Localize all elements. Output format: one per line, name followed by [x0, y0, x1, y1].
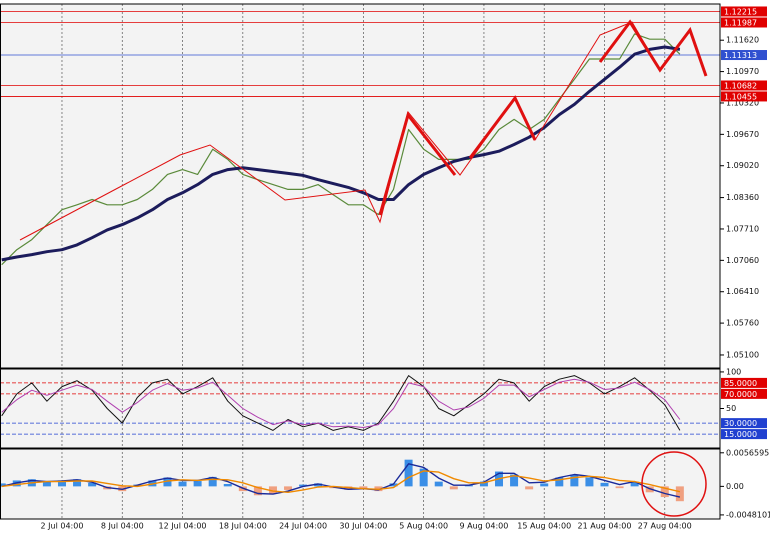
series-line [1, 463, 681, 498]
x-tick-label: 9 Aug 04:00 [460, 522, 509, 531]
histogram-bar [630, 481, 639, 487]
arrow-path [598, 19, 708, 77]
pane-frame [0, 448, 721, 520]
y-tick-label: 1.07710 [726, 224, 759, 233]
x-tick-label: 8 Jul 04:00 [101, 522, 144, 531]
level-label-box [721, 6, 767, 17]
histogram-bar [479, 481, 488, 487]
x-tick-label: 18 Jul 04:00 [219, 522, 267, 531]
histogram-bar [419, 468, 428, 487]
histogram-bar [0, 483, 6, 487]
histogram-bar [555, 477, 564, 487]
histogram-bar [600, 482, 609, 487]
level-label-box [721, 418, 767, 429]
series-line [1, 375, 681, 431]
level-label: 85.0000 [724, 379, 757, 388]
highlight-circle [641, 451, 707, 517]
x-tick-label: 12 Jul 04:00 [159, 522, 207, 531]
level-label-box [721, 80, 767, 91]
y-tick-label: 1.07060 [726, 256, 759, 265]
histogram-bar [73, 479, 82, 487]
histogram-bar [253, 486, 262, 496]
histogram-bar [404, 459, 413, 487]
histogram-bar [615, 486, 624, 489]
level-label: 70.0000 [724, 390, 757, 399]
price-pane [0, 4, 720, 368]
x-tick-label: 2 Jul 04:00 [41, 522, 84, 531]
y-tick-label: 1.10970 [726, 67, 759, 76]
histogram-bar [570, 474, 579, 487]
histogram-bar [675, 486, 684, 502]
y-tick-label: 0.0056595 [726, 448, 769, 457]
histogram-bar [193, 481, 202, 487]
y-tick-label: 100 [726, 367, 741, 376]
x-tick-label: 30 Jul 04:00 [339, 522, 387, 531]
y-tick-label: 0.00 [726, 482, 744, 491]
chart-layer: 2 Jul 04:00 8 Jul 04:00 12 Jul 04:00 18 Jul… [0, 3, 770, 531]
histogram-bar [449, 486, 458, 490]
histogram-bar [299, 484, 308, 487]
histogram-bar [88, 482, 97, 487]
x-tick-label: 5 Aug 04:00 [399, 522, 448, 531]
y-tick-label: 1.05760 [726, 319, 759, 328]
histogram-bar [163, 477, 172, 487]
level-label-box [721, 377, 767, 388]
level-label: 1.11313 [724, 51, 757, 60]
x-tick-label: 21 Aug 04:00 [578, 522, 632, 531]
y-tick-label: 1.08360 [726, 193, 759, 202]
histogram-bar [284, 486, 293, 490]
level-label: 1.10682 [724, 81, 757, 90]
level-label: 1.12215 [724, 7, 757, 16]
histogram-bar [268, 486, 277, 494]
level-label: 1.10455 [724, 92, 757, 101]
y-tick-label: 50 [726, 404, 736, 413]
level-label-box [721, 17, 767, 28]
series-line [1, 45, 681, 262]
histogram-bar [314, 483, 323, 487]
histogram-bar [359, 486, 368, 489]
level-label-box [721, 429, 767, 440]
arrow-path [468, 95, 537, 159]
histogram-bar [660, 486, 669, 498]
histogram-bar [510, 474, 519, 487]
level-label-box [721, 91, 767, 102]
y-tick-label: 1.09670 [726, 130, 759, 139]
x-tick-label: 15 Aug 04:00 [517, 522, 571, 531]
y-tick-label: 1.10320 [726, 98, 759, 107]
series-line [1, 378, 681, 428]
arrow-path [378, 111, 457, 216]
x-tick-label: 24 Jul 04:00 [279, 522, 327, 531]
y-tick-label: 1.06410 [726, 287, 759, 296]
pane-frame [0, 368, 721, 449]
level-label: 15.0000 [724, 430, 757, 439]
level-label: 1.11987 [724, 18, 757, 27]
histogram-bar [178, 481, 187, 487]
macd-pane [0, 449, 720, 519]
histogram-bar [208, 476, 217, 487]
histogram-bar [540, 483, 549, 487]
histogram-bar [389, 483, 398, 487]
annotations [19, 19, 708, 517]
x-tick-label: 27 Aug 04:00 [638, 522, 692, 531]
y-tick-label: -0.0048101 [726, 510, 770, 519]
level-label-box [721, 50, 767, 61]
y-tick-label: 1.09020 [726, 161, 759, 170]
level-label: 30.0000 [724, 419, 757, 428]
histogram-bar [525, 486, 534, 490]
level-label-box [721, 388, 767, 399]
pane-frame [0, 3, 721, 369]
histogram-bar [434, 481, 443, 487]
histogram-bar [585, 477, 594, 487]
histogram-bar [42, 481, 51, 487]
histogram-bar [57, 480, 66, 487]
histogram-bar [223, 484, 232, 487]
oscillator-pane [0, 369, 720, 448]
y-tick-label: 1.11620 [726, 36, 759, 45]
y-tick-label: 1.05100 [726, 350, 759, 359]
series-line [1, 470, 681, 493]
